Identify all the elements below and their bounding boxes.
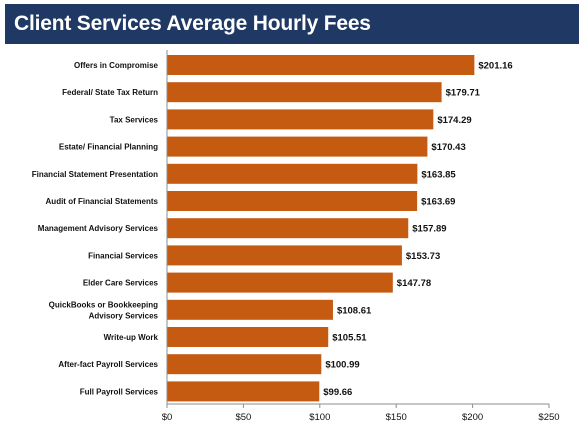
bar xyxy=(167,82,442,103)
category-label-line: Financial Services xyxy=(88,251,158,260)
value-label: $174.29 xyxy=(437,115,471,126)
bar xyxy=(167,163,418,184)
category-label-line: Management Advisory Services xyxy=(38,224,159,233)
category-label: After-fact Payroll Services xyxy=(58,360,158,369)
bar xyxy=(167,381,320,402)
value-label: $147.78 xyxy=(397,278,431,289)
bar xyxy=(167,109,434,130)
bar xyxy=(167,191,418,211)
bar xyxy=(167,299,333,320)
value-label: $99.66 xyxy=(323,387,352,398)
category-label: QuickBooks or Bookkeeping Advisory Servic… xyxy=(49,300,159,320)
x-tick-label: $250 xyxy=(538,412,559,423)
x-tick-label: $150 xyxy=(386,412,407,423)
category-label-line: Tax Services xyxy=(110,115,159,124)
x-tick-label: $100 xyxy=(309,412,330,423)
category-label-line: Audit of Financial Statements xyxy=(46,197,159,206)
value-label: $157.89 xyxy=(412,224,446,235)
category-label: Federal/ State Tax Return xyxy=(62,88,158,97)
category-label-line: Elder Care Services xyxy=(83,279,159,288)
bar xyxy=(167,218,409,239)
value-label: $163.69 xyxy=(421,197,455,208)
category-label: Financial Statement Presentation xyxy=(32,170,158,179)
bar xyxy=(167,55,475,75)
x-tick-label: $200 xyxy=(462,412,483,423)
category-label: Management Advisory Services xyxy=(38,224,159,233)
category-label: Tax Services xyxy=(110,115,159,124)
category-label: Financial Services xyxy=(88,251,158,260)
value-label: $108.61 xyxy=(337,305,372,316)
value-label: $163.85 xyxy=(421,169,456,180)
bar xyxy=(167,354,322,375)
x-tick-label: $50 xyxy=(235,412,251,423)
bar xyxy=(167,136,428,157)
category-label-line: Offers in Compromise xyxy=(74,61,159,70)
value-label: $179.71 xyxy=(446,88,481,99)
category-label-line: Federal/ State Tax Return xyxy=(62,88,158,97)
category-label-line: Advisory Services xyxy=(89,311,159,320)
category-label: Audit of Financial Statements xyxy=(46,197,159,206)
value-label: $100.99 xyxy=(325,360,359,371)
x-tick-label: $0 xyxy=(162,412,173,423)
value-label: $153.73 xyxy=(406,251,440,262)
value-label: $105.51 xyxy=(332,333,367,344)
value-label: $201.16 xyxy=(478,61,512,72)
category-label: Full Payroll Services xyxy=(80,387,159,396)
category-label: Elder Care Services xyxy=(83,279,159,288)
bar xyxy=(167,245,402,266)
category-label: Offers in Compromise xyxy=(74,61,159,70)
bar xyxy=(167,272,393,293)
bar xyxy=(167,327,329,347)
category-label-line: QuickBooks or Bookkeeping xyxy=(49,300,158,309)
category-label-line: Financial Statement Presentation xyxy=(32,170,158,179)
value-label: $170.43 xyxy=(431,142,465,153)
chart-title: Client Services Average Hourly Fees xyxy=(14,12,371,35)
category-label-line: After-fact Payroll Services xyxy=(58,360,158,369)
category-label: Write-up Work xyxy=(104,333,159,342)
category-label-line: Estate/ Financial Planning xyxy=(59,143,158,152)
category-label-line: Full Payroll Services xyxy=(80,387,159,396)
category-label-line: Write-up Work xyxy=(104,333,159,342)
category-label: Estate/ Financial Planning xyxy=(59,143,158,152)
title-bar: Client Services Average Hourly Fees xyxy=(5,4,579,44)
